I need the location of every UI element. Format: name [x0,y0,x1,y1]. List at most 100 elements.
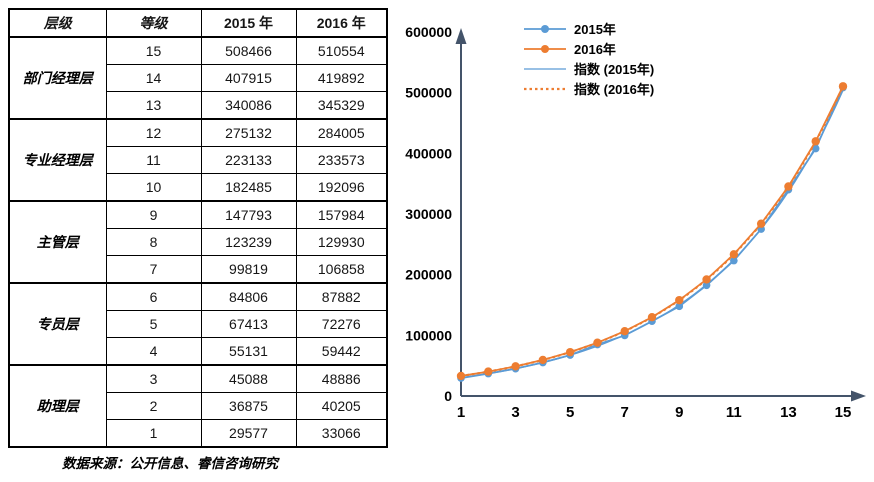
grade-cell: 13 [105,91,202,120]
group-label: 专员层 [8,282,107,366]
legend-label: 2016年 [574,42,616,57]
data-marker-2015 [730,256,738,265]
table-row: 专员层 6 84806 87882 [8,282,388,366]
y-axis-arrow-icon [455,28,467,44]
value-2016-cell: 87882 [295,282,388,311]
y-axis-tick-label: 500000 [405,85,452,101]
value-2015-cell: 223133 [200,146,297,174]
data-marker-2016 [675,295,684,305]
grade-cell: 4 [105,337,202,366]
value-2016-cell: 233573 [295,146,388,174]
data-marker-2016 [729,250,739,259]
grade-cell: 10 [105,173,202,202]
data-marker-2016 [838,82,848,91]
series-line-2016 [460,85,844,377]
value-2015-cell: 67413 [200,310,297,338]
col-header-2015: 2015 年 [200,8,297,38]
data-marker-2016 [756,219,766,228]
data-marker-2016 [784,182,793,191]
data-source-note: 数据来源：公开信息、睿信咨询研究 [62,456,278,471]
grade-cell: 3 [105,364,202,393]
legend-item: 指数 (2016年) [523,82,654,97]
table-row: 专业经理层 12 275132 284005 [8,118,388,202]
trendline-2016 [460,85,844,378]
data-marker-2016 [702,275,711,284]
value-2015-cell: 147793 [200,200,297,229]
y-axis-tick-label: 200000 [405,267,452,283]
x-axis-tick-label: 11 [726,404,742,421]
value-2016-cell: 284005 [295,118,388,147]
col-header-grade: 等级 [105,8,202,38]
value-2015-cell: 407915 [200,64,297,92]
group-label: 助理层 [8,364,107,448]
table-row: 11 223133 233573 [9,146,388,174]
data-marker-2016 [647,312,657,322]
value-2016-cell: 72276 [295,310,388,338]
salary-table: 层级 等级 2015 年 2016 年 部门经理层 15 508466 5105… [8,8,388,448]
value-2016-cell: 345329 [295,91,388,120]
series-line-2015 [460,87,844,379]
y-axis-tick-label: 0 [444,388,452,404]
data-marker-2016 [811,137,820,146]
group-label: 专业经理层 [8,118,107,202]
x-axis-tick-label: 3 [511,404,519,421]
chart-legend: 2015年 2016年指数 (2015年) 指数 (2016年) [523,22,655,97]
table-row: 助理层 3 45088 48886 [8,364,388,448]
data-marker-2016 [620,326,629,336]
value-2015-cell: 84806 [200,282,297,311]
table-row: 1 29577 33066 [9,419,388,448]
table-row: 5 67413 72276 [9,310,388,338]
value-2015-cell: 55131 [200,337,297,366]
x-axis-tick-label: 5 [566,404,574,421]
grade-cell: 8 [105,228,202,256]
table-row: 4 55131 59442 [9,337,388,366]
value-2016-cell: 510554 [295,36,388,65]
legend-line-sample [524,24,566,33]
salary-line-chart: 0 100000 200000 300000 400000 500000 600000 1 3 5… [395,0,874,482]
table-row: 7 99819 106858 [9,255,388,284]
data-marker-2016 [538,355,548,365]
value-2015-cell: 275132 [200,118,297,147]
data-marker-2016 [593,338,602,347]
table-row: 14 407915 419892 [9,64,388,92]
grade-cell: 7 [105,255,202,284]
grade-cell: 11 [105,146,202,174]
grade-cell: 12 [105,118,202,147]
table-row: 主管层 9 147793 157984 [8,200,388,284]
trendline-2015 [460,90,844,379]
table-row: 13 340086 345329 [9,91,388,120]
x-axis-tick-label: 15 [835,404,852,421]
legend-line-sample [524,44,566,53]
legend-line-sample [524,87,566,90]
value-2016-cell: 419892 [295,64,388,92]
data-marker-2015 [675,302,684,311]
data-marker-2015 [702,281,711,290]
data-marker-2016 [511,362,520,371]
legend-label: 指数 (2015年) [574,62,655,77]
grade-cell: 9 [105,200,202,229]
value-2016-cell: 129930 [295,228,388,256]
x-axis-tick-label: 1 [457,404,465,421]
value-2015-cell: 36875 [200,392,297,420]
value-2016-cell: 192096 [295,173,388,202]
col-header-level: 层级 [8,8,107,38]
y-axis-tick-label: 100000 [405,327,452,343]
legend-item: 指数 (2015年) [523,62,655,77]
y-axis-tick-label: 600000 [405,24,452,40]
value-2016-cell: 157984 [295,200,388,229]
legend-marker-icon [541,24,549,33]
legend-item: 2015年 [523,22,654,37]
value-2015-cell: 340086 [200,91,297,120]
data-marker-2016 [456,371,466,381]
y-axis-tick-label: 300000 [405,206,452,222]
value-2016-cell: 106858 [295,255,388,284]
group-label: 部门经理层 [8,36,107,120]
data-marker-2016 [484,367,493,376]
value-2015-cell: 45088 [200,364,297,393]
value-2015-cell: 99819 [200,255,297,284]
grade-cell: 15 [105,36,202,65]
grade-cell: 2 [105,392,202,420]
data-marker-2015 [811,144,820,153]
